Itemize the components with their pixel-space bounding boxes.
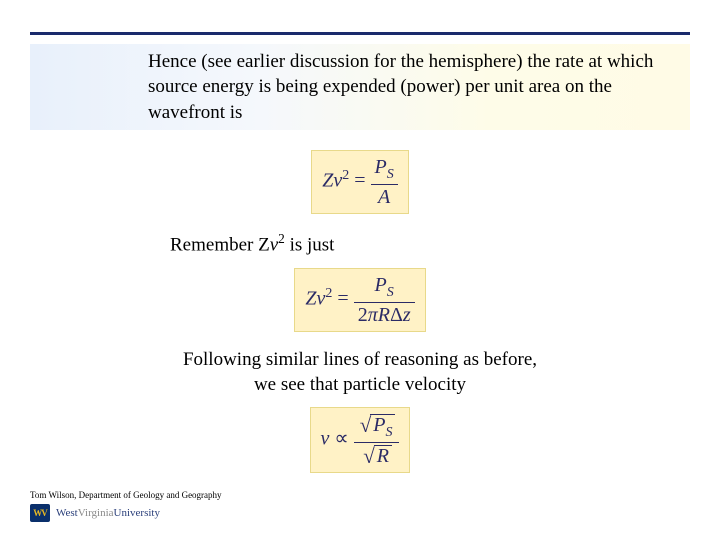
para1-v: v	[270, 234, 278, 255]
title-banner: Hence (see earlier discussion for the he…	[30, 44, 690, 130]
top-rule	[30, 32, 690, 35]
equation-2: Zv2 = PS 2πRΔz	[294, 268, 425, 332]
eq3-den-R: R	[377, 445, 389, 467]
eq3-sqrt-num: PS	[358, 414, 396, 440]
eq3-prop: ∝	[329, 428, 353, 450]
eq1-v: v	[333, 170, 342, 192]
wvu-mark-icon	[30, 504, 50, 522]
eq2-den-pi: π	[368, 304, 378, 326]
paragraph-2: Following similar lines of reasoning as …	[30, 348, 690, 397]
equation-1-row: Zv2 = PS A	[30, 150, 690, 214]
eq1-den-A: A	[378, 186, 390, 208]
eq1-Z: Z	[322, 170, 333, 192]
para1-post: is just	[285, 234, 335, 255]
eq2-den-z: z	[403, 304, 411, 326]
eq3-frac: PS R	[354, 414, 400, 466]
para1-pre: Remember Z	[170, 234, 270, 255]
eq1-frac: PS A	[371, 157, 398, 207]
eq2-Z: Z	[305, 288, 316, 310]
wvu-logo: WestVirginiaUniversity	[30, 504, 222, 522]
eq1-equals: =	[349, 170, 370, 192]
logo-virginia: Virginia	[78, 507, 114, 519]
eq3-num-P: P	[373, 414, 385, 436]
banner-text: Hence (see earlier discussion for the he…	[148, 49, 660, 126]
equation-2-row: Zv2 = PS 2πRΔz	[30, 268, 690, 332]
eq2-equals: =	[332, 288, 353, 310]
eq2-den-2: 2	[358, 304, 368, 326]
eq2-den-R: R	[378, 304, 390, 326]
footer-byline: Tom Wilson, Department of Geology and Ge…	[30, 490, 222, 500]
paragraph-1: Remember Zv2 is just	[170, 230, 650, 258]
eq2-den-D: Δ	[390, 304, 403, 326]
footer: Tom Wilson, Department of Geology and Ge…	[30, 490, 222, 522]
eq2-num-P: P	[375, 274, 387, 296]
eq2-num-S: S	[387, 285, 394, 300]
eq1-num-S: S	[387, 167, 394, 182]
eq1-num-P: P	[375, 156, 387, 178]
equation-3-row: v ∝ PS R	[30, 407, 690, 473]
eq3-sqrt-den: R	[361, 445, 392, 466]
para1-exp: 2	[278, 231, 285, 246]
eq3-num-S: S	[385, 425, 392, 440]
equation-1: Zv2 = PS A	[311, 150, 409, 214]
logo-univ: University	[114, 507, 160, 519]
logo-west: West	[56, 507, 78, 519]
equation-3: v ∝ PS R	[310, 407, 411, 473]
wvu-wordmark: WestVirginiaUniversity	[56, 507, 160, 519]
content-area: Zv2 = PS A Remember Zv2 is just Zv2 = PS…	[30, 140, 690, 480]
eq2-frac: PS 2πRΔz	[354, 275, 415, 325]
